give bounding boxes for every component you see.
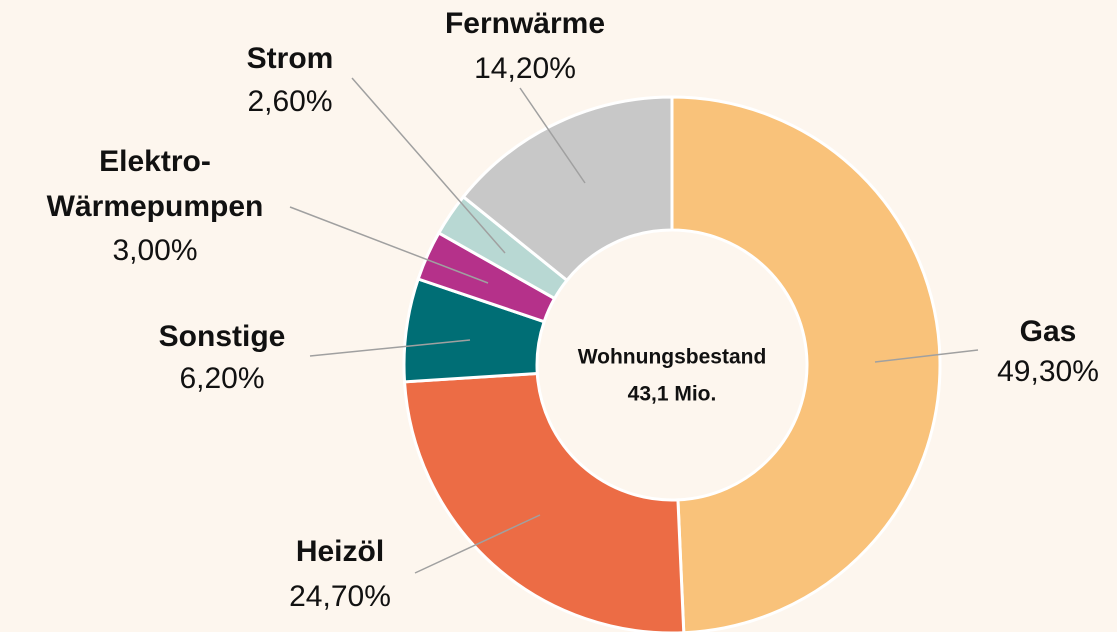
leader-line	[309, 339, 471, 357]
center-label: Wohnungsbestand	[578, 346, 767, 369]
category-label: Fernwärme	[445, 7, 605, 40]
leader-line	[414, 514, 541, 574]
leader-line	[519, 87, 586, 184]
category-label: Elektro-Wärmepumpen	[47, 145, 264, 223]
category-label: Sonstige	[159, 320, 286, 353]
donut-segment	[402, 371, 686, 632]
donut-segment	[461, 95, 674, 283]
category-label: Gas	[1020, 315, 1077, 348]
value-label: 14,20%	[474, 52, 576, 85]
category-label: Strom	[247, 42, 334, 75]
leader-line	[351, 77, 506, 254]
leader-line	[874, 349, 979, 363]
donut-segment	[670, 95, 942, 632]
center-label: 43,1 Mio.	[628, 383, 717, 406]
leader-line	[289, 206, 489, 284]
value-label: 3,00%	[112, 234, 197, 267]
value-label: 49,30%	[997, 355, 1099, 388]
category-label: Heizöl	[296, 535, 384, 568]
value-label: 24,70%	[289, 580, 391, 613]
value-label: 2,60%	[247, 85, 332, 118]
value-label: 6,20%	[179, 362, 264, 395]
segments	[402, 95, 942, 632]
